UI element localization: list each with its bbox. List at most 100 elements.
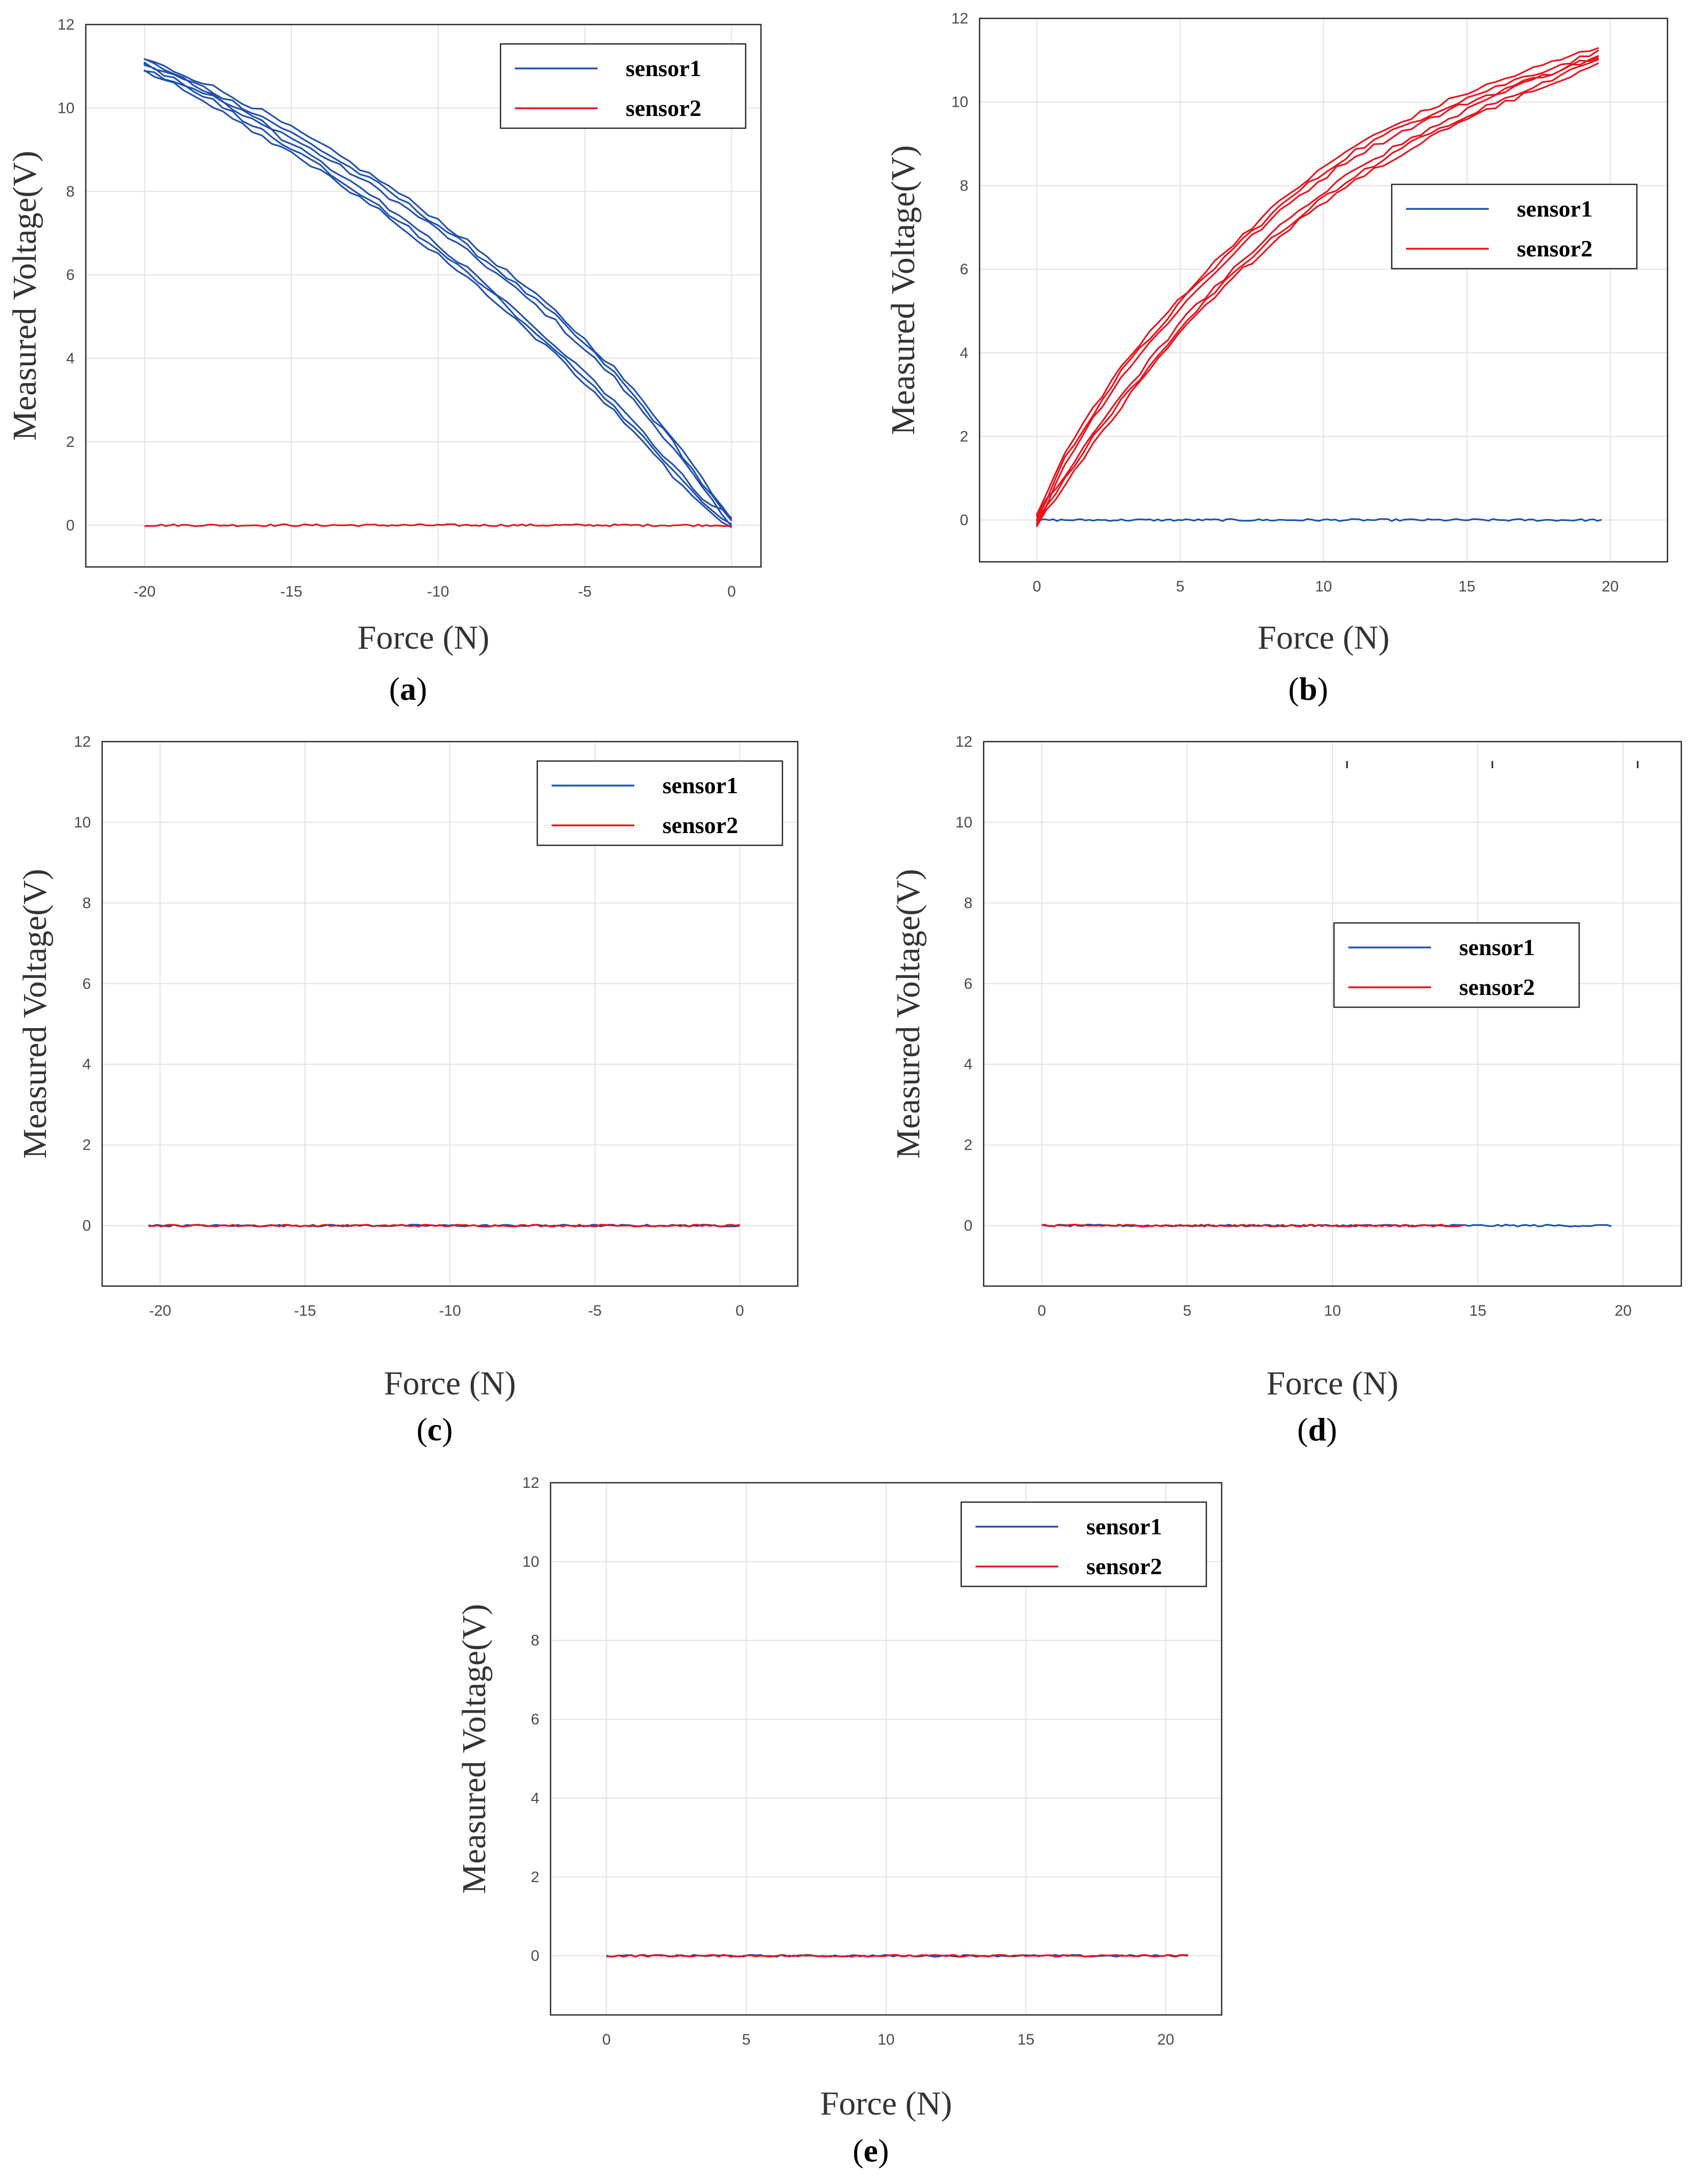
y-tick-label: 0 bbox=[531, 1948, 539, 1964]
x-tick-label: -10 bbox=[439, 1302, 461, 1319]
y-axis-title: Measured Voltage(V) bbox=[890, 869, 927, 1159]
legend: sensor1 sensor2 bbox=[537, 761, 782, 845]
x-tick-label: 20 bbox=[1602, 578, 1618, 595]
y-tick-label: 2 bbox=[82, 1137, 91, 1154]
x-tick-label: 10 bbox=[1315, 578, 1332, 595]
x-axis-title: Force (N) bbox=[358, 619, 489, 656]
legend-label-sensor2: sensor2 bbox=[626, 95, 701, 121]
x-axis-title: Force (N) bbox=[1257, 619, 1389, 656]
chart-panel-a: -20 -15 -10 -5 0 0 2 4 6 8 10 12 Force (N) Measured V… bbox=[6, 16, 761, 707]
y-tick-label: 0 bbox=[960, 512, 968, 529]
legend-label-sensor2: sensor2 bbox=[1517, 235, 1592, 262]
legend-box bbox=[961, 1502, 1206, 1586]
y-tick-label: 6 bbox=[82, 976, 91, 992]
x-tick-label: 0 bbox=[1037, 1302, 1046, 1319]
legend: sensor1 sensor2 bbox=[501, 44, 746, 128]
y-axis-title: Measured Voltage(V) bbox=[456, 1604, 493, 1894]
y-tick-label: 2 bbox=[66, 434, 75, 450]
legend-box bbox=[537, 761, 782, 845]
y-tick-label: 12 bbox=[951, 10, 968, 27]
y-tick-label: 4 bbox=[960, 345, 968, 362]
y-tick-label: 10 bbox=[956, 814, 972, 831]
y-tick-label: 4 bbox=[531, 1790, 539, 1807]
legend-label-sensor1: sensor1 bbox=[662, 772, 738, 798]
x-tick-label: 15 bbox=[1017, 2031, 1034, 2048]
legend-label-sensor1: sensor1 bbox=[1517, 196, 1592, 222]
x-axis-title: Force (N) bbox=[820, 2085, 952, 2122]
legend: sensor1 sensor2 bbox=[1392, 184, 1637, 269]
y-tick-label: 6 bbox=[531, 1711, 539, 1728]
legend-box bbox=[501, 44, 746, 128]
legend-label-sensor2: sensor2 bbox=[1086, 1553, 1162, 1579]
x-tick-label: 15 bbox=[1469, 1302, 1486, 1319]
legend-box bbox=[1334, 923, 1579, 1007]
y-tick-label: 8 bbox=[964, 895, 972, 912]
panel-caption: (b) bbox=[1288, 671, 1328, 707]
x-tick-label: 15 bbox=[1458, 578, 1475, 595]
x-tick-label: -5 bbox=[588, 1302, 602, 1319]
y-tick-label: 2 bbox=[531, 1869, 539, 1886]
y-tick-label: 2 bbox=[964, 1137, 972, 1154]
panel-caption: (a) bbox=[389, 671, 427, 707]
x-tick-label: 5 bbox=[742, 2031, 751, 2048]
chart-panel-d: 0 5 10 15 20 0 2 4 6 8 10 12 Force (N) Measured Volta… bbox=[890, 733, 1681, 1447]
x-tick-label: -20 bbox=[133, 583, 155, 600]
y-tick-label: 0 bbox=[66, 517, 75, 534]
x-tick-label: 0 bbox=[602, 2031, 611, 2048]
x-tick-label: -15 bbox=[294, 1302, 316, 1319]
y-tick-label: 10 bbox=[951, 94, 968, 111]
legend-label-sensor2: sensor2 bbox=[662, 812, 738, 838]
x-tick-label: 0 bbox=[735, 1302, 744, 1319]
series-line-sensor2-cycle-3 bbox=[1037, 48, 1599, 517]
chart-panel-b: 0 5 10 15 20 0 2 4 6 8 10 12 Force (N) Measured Volta… bbox=[885, 10, 1668, 707]
y-tick-label: 2 bbox=[960, 428, 968, 445]
y-axis-title: Measured Voltage(V) bbox=[16, 869, 54, 1159]
y-tick-label: 12 bbox=[58, 16, 75, 33]
legend-label-sensor1: sensor1 bbox=[626, 55, 701, 81]
y-tick-label: 6 bbox=[960, 261, 968, 278]
y-tick-label: 8 bbox=[66, 183, 75, 200]
y-axis-title: Measured Voltage(V) bbox=[6, 151, 43, 441]
y-tick-label: 6 bbox=[964, 976, 972, 992]
x-tick-label: 10 bbox=[1324, 1302, 1341, 1319]
chart-panel-c: -20 -15 -10 -5 0 0 2 4 6 8 10 12 Force (N) Measured V… bbox=[16, 733, 798, 1447]
y-tick-label: 12 bbox=[522, 1475, 539, 1491]
x-axis-title: Force (N) bbox=[384, 1365, 516, 1402]
legend: sensor1 sensor2 bbox=[1334, 923, 1579, 1007]
series-line-sensor2-cycle-1 bbox=[1037, 56, 1599, 526]
y-tick-label: 12 bbox=[956, 733, 972, 750]
x-tick-label: 10 bbox=[877, 2031, 894, 2048]
y-tick-label: 12 bbox=[74, 733, 91, 750]
x-tick-label: 5 bbox=[1176, 578, 1185, 595]
y-tick-label: 6 bbox=[66, 267, 75, 283]
y-tick-label: 10 bbox=[74, 814, 91, 831]
x-axis-title: Force (N) bbox=[1267, 1365, 1398, 1402]
x-tick-label: 20 bbox=[1157, 2031, 1174, 2048]
legend-label-sensor1: sensor1 bbox=[1459, 934, 1535, 960]
y-tick-label: 0 bbox=[964, 1218, 972, 1235]
legend: sensor1 sensor2 bbox=[961, 1502, 1206, 1586]
legend-label-sensor1: sensor1 bbox=[1086, 1513, 1162, 1539]
y-tick-label: 10 bbox=[522, 1553, 539, 1570]
y-tick-label: 4 bbox=[66, 350, 75, 367]
y-tick-label: 8 bbox=[960, 177, 968, 194]
x-tick-label: 0 bbox=[727, 583, 736, 600]
panel-caption: (e) bbox=[852, 2132, 889, 2169]
y-tick-label: 4 bbox=[964, 1056, 972, 1073]
legend-box bbox=[1392, 184, 1637, 269]
x-tick-label: -20 bbox=[149, 1302, 171, 1319]
y-tick-label: 4 bbox=[82, 1056, 91, 1073]
y-tick-label: 8 bbox=[82, 895, 91, 912]
y-tick-label: 8 bbox=[531, 1632, 539, 1649]
x-tick-label: -10 bbox=[427, 583, 449, 600]
x-tick-label: 5 bbox=[1183, 1302, 1192, 1319]
y-tick-label: 0 bbox=[82, 1218, 91, 1235]
y-axis-title: Measured Voltage(V) bbox=[885, 145, 922, 435]
panel-caption: (c) bbox=[416, 1411, 452, 1447]
series-line-sensor2-cycle-2 bbox=[1037, 50, 1599, 520]
panel-caption: (d) bbox=[1297, 1411, 1337, 1447]
y-tick-label: 10 bbox=[58, 100, 75, 116]
x-tick-label: 0 bbox=[1033, 578, 1041, 595]
chart-panel-e: 0 5 10 15 20 0 2 4 6 8 10 12 Force (N) Measured Volta… bbox=[456, 1475, 1222, 2169]
